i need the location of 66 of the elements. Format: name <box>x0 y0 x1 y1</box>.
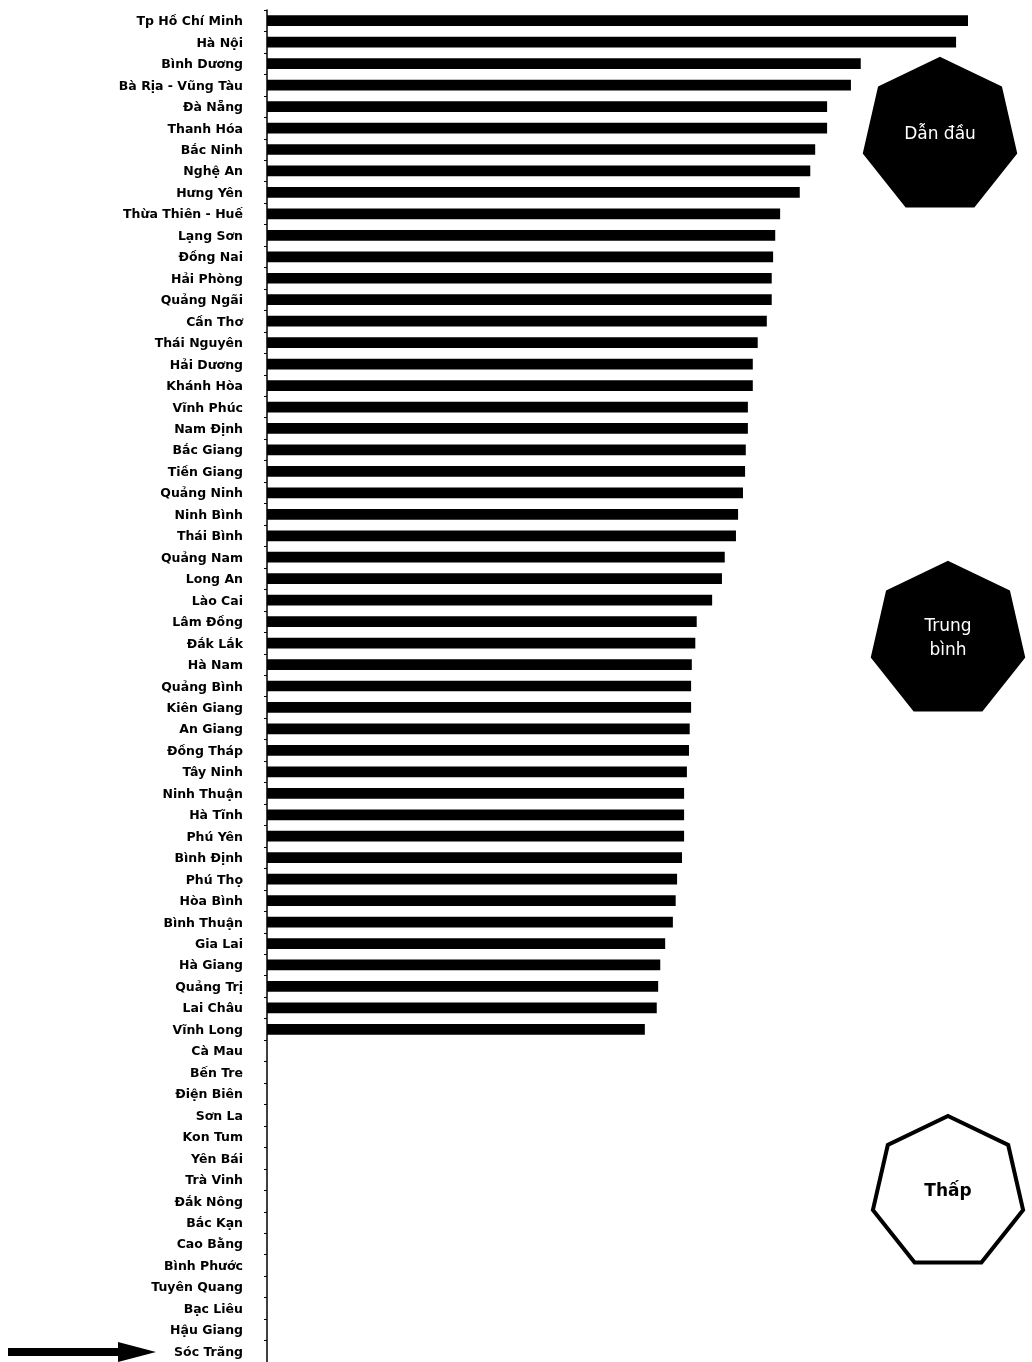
y-tick-label: Hà Nội <box>196 34 243 50</box>
y-tick-label: Điện Biên <box>175 1086 243 1102</box>
y-tick-label: Sơn La <box>195 1107 243 1123</box>
y-tick-label: Quảng Ninh <box>160 485 243 501</box>
y-tick-label: Khánh Hòa <box>166 378 243 394</box>
annotation: Thấp <box>923 1179 973 1202</box>
y-tick-label: Kon Tum <box>182 1129 243 1145</box>
y-tick-label: Phú Yên <box>186 828 243 844</box>
y-tick-label: Quảng Bình <box>161 678 243 694</box>
y-tick-label: Ninh Bình <box>174 506 243 522</box>
y-tick-label: Cần Thơ <box>186 313 244 329</box>
y-tick-label: Yên Bái <box>190 1150 243 1166</box>
y-tick-label: Lạng Sơn <box>177 227 243 243</box>
y-tick-label: Tuyên Quang <box>151 1279 243 1295</box>
y-tick-label: Quảng Trị <box>175 978 243 994</box>
y-tick-label: Bắc Ninh <box>180 141 243 157</box>
y-tick-label: Vĩnh Long <box>172 1021 243 1037</box>
y-tick-label: Thanh Hóa <box>167 120 243 136</box>
y-tick-label: Bình Định <box>174 850 243 866</box>
y-tick-label: Lai Châu <box>182 1000 243 1016</box>
y-tick-label: An Giang <box>179 721 243 737</box>
y-tick-label: Bến Tre <box>189 1064 243 1080</box>
y-tick-label: Phú Thọ <box>185 871 244 887</box>
y-tick-label: Kiên Giang <box>166 699 243 715</box>
y-tick-label: Hòa Bình <box>179 893 243 909</box>
y-tick-label: Lào Cai <box>191 592 243 608</box>
y-tick-label: Đồng Tháp <box>166 742 244 758</box>
y-tick-label: Trà Vinh <box>185 1172 243 1188</box>
y-tick-label: Nam Định <box>174 420 243 436</box>
y-tick-label: Hải Dương <box>169 356 243 372</box>
y-tick-label: Thái Nguyên <box>154 335 243 351</box>
y-tick-label: Quảng Nam <box>160 549 243 565</box>
y-tick-label: Bình Dương <box>161 56 243 72</box>
y-tick-label: Hưng Yên <box>176 184 243 200</box>
y-tick-label: Long An <box>185 571 243 587</box>
y-tick-label: Tiền Giang <box>167 463 243 479</box>
y-tick-label: Đồng Nai <box>178 249 243 265</box>
y-tick-label: Lâm Đồng <box>172 614 243 630</box>
y-tick-label: Bình Thuận <box>163 914 243 930</box>
y-tick-label: Bà Rịa - Vũng Tàu <box>118 77 243 93</box>
y-tick-label: Hà Giang <box>178 957 243 973</box>
y-tick-label: Thừa Thiên - Huế <box>123 206 244 222</box>
y-tick-label: Thái Bình <box>176 528 243 544</box>
y-tick-label: Bắc Giang <box>172 442 243 458</box>
y-tick-label: Bắc Kạn <box>186 1215 243 1231</box>
y-tick-label: Đà Nẵng <box>182 99 243 115</box>
y-tick-label: Đắk Nông <box>174 1193 243 1209</box>
y-tick-label: Bạc Liêu <box>183 1300 243 1316</box>
y-tick-label: Cao Bằng <box>176 1236 243 1252</box>
y-tick-label: Vĩnh Phúc <box>172 399 243 415</box>
y-tick-label: Bình Phước <box>164 1257 243 1273</box>
y-tick-label: Nghệ An <box>183 163 243 179</box>
y-tick-label: Sóc Trăng <box>174 1343 243 1359</box>
y-tick-label: Cà Mau <box>191 1043 243 1059</box>
y-tick-label: Quảng Ngãi <box>160 292 243 308</box>
y-tick-label: Hải Phòng <box>170 270 243 286</box>
y-tick-label: Tây Ninh <box>182 764 243 780</box>
y-tick-label: Ninh Thuận <box>162 785 243 801</box>
y-tick-label: Gia Lai <box>194 936 243 952</box>
y-tick-label: Hà Tĩnh <box>189 807 243 823</box>
y-tick-label: Tp Hồ Chí Minh <box>136 13 243 29</box>
annotation: Trung bình <box>923 614 973 661</box>
y-tick-label: Hậu Giang <box>170 1322 243 1338</box>
annotation: Dẫn đầu <box>903 122 977 145</box>
y-tick-label: Hà Nam <box>187 657 243 673</box>
y-tick-label: Đắk Lắk <box>186 635 244 651</box>
